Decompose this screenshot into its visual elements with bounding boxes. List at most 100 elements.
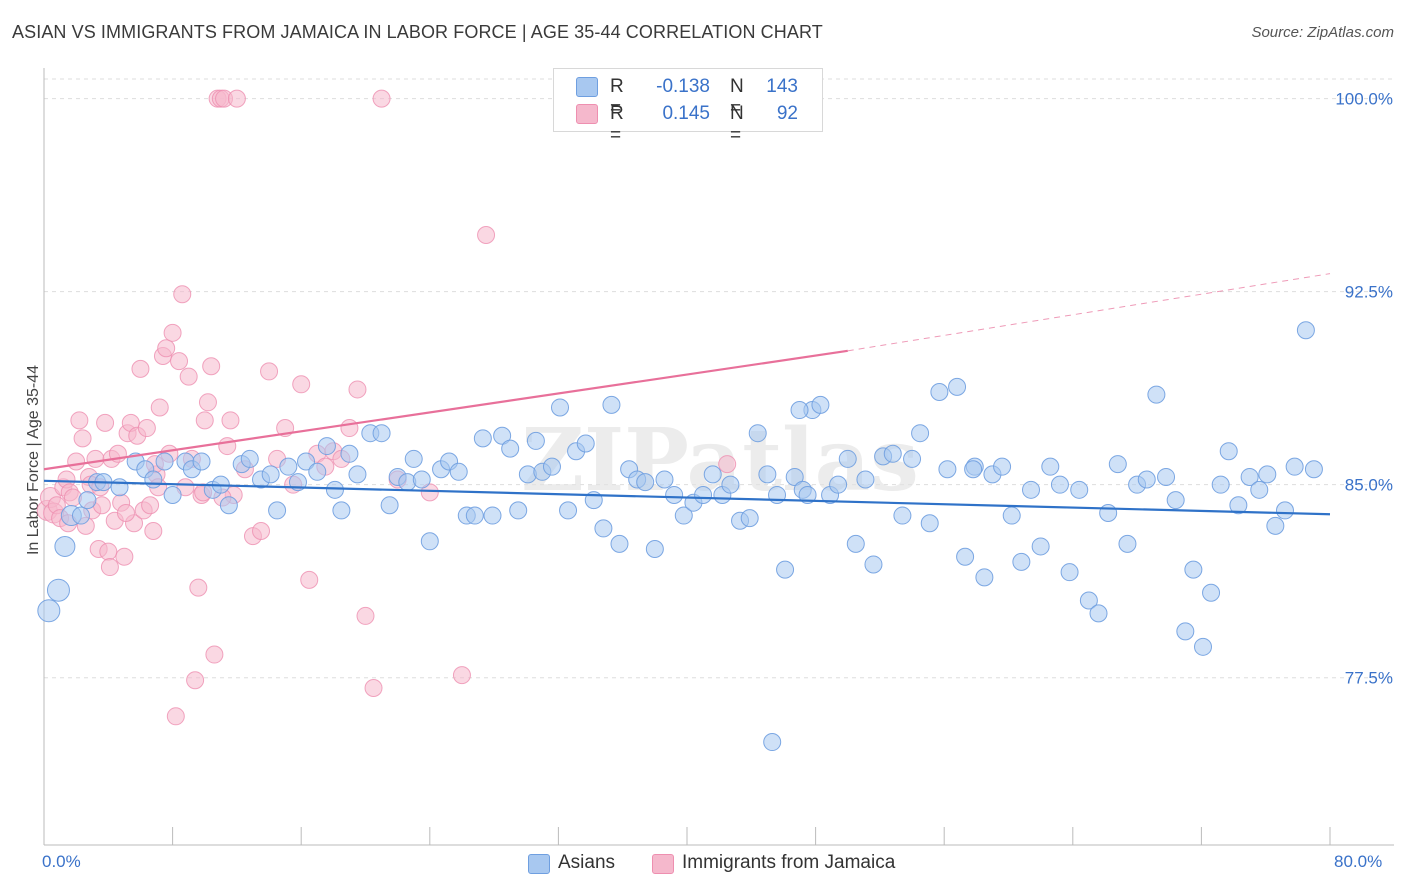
- asian-point: [526, 431, 545, 450]
- asian-point: [1157, 467, 1176, 486]
- asian-point: [1229, 496, 1248, 515]
- jamaica-point: [340, 419, 359, 438]
- bottom-legend-swatch-jamaica: [652, 854, 674, 874]
- legend-n-value: 92: [776, 103, 798, 124]
- asian-point: [449, 462, 468, 481]
- jamaica-point: [718, 455, 737, 474]
- asian-point: [1070, 480, 1089, 499]
- asian-point: [317, 437, 336, 456]
- legend-r-label: R =: [610, 103, 624, 146]
- legend: R = -0.138 N = 143 R = 0.145 N = 92: [553, 68, 823, 146]
- legend-n-label: N =: [730, 76, 744, 119]
- jamaica-point: [195, 411, 214, 430]
- asian-point: [956, 547, 975, 566]
- asian-point: [763, 733, 782, 752]
- asian-point: [37, 599, 61, 623]
- legend-n-value: 143: [766, 76, 798, 97]
- jamaica-point: [189, 578, 208, 597]
- jamaica-point: [166, 707, 185, 726]
- asian-point: [602, 395, 621, 414]
- legend-swatch-asians: [576, 77, 598, 97]
- jamaica-point: [260, 362, 279, 381]
- jamaica-point: [73, 429, 92, 448]
- asian-point: [110, 478, 129, 497]
- asian-point: [1266, 516, 1285, 535]
- asian-point: [665, 485, 684, 504]
- asian-point: [308, 462, 327, 481]
- jamaica-point: [131, 359, 150, 378]
- bottom-legend-swatch-asians: [528, 854, 550, 874]
- y-tick-label: 77.5%: [1345, 669, 1393, 688]
- jamaica-point: [86, 449, 105, 468]
- chart-title: ASIAN VS IMMIGRANTS FROM JAMAICA IN LABO…: [12, 22, 823, 42]
- asian-point: [483, 506, 502, 525]
- jamaica-point: [218, 437, 237, 456]
- asian-point: [740, 509, 759, 528]
- asian-point: [1211, 475, 1230, 494]
- x-tick-label-max: 80.0%: [1334, 852, 1383, 871]
- legend-r-value: -0.138: [656, 76, 710, 97]
- jamaica-point: [452, 666, 471, 685]
- asian-point: [46, 578, 70, 602]
- asian-point: [465, 506, 484, 525]
- asian-point: [348, 465, 367, 484]
- asian-point: [883, 444, 902, 463]
- asian-point: [594, 519, 613, 538]
- jamaica-point: [137, 419, 156, 438]
- y-tick-label: 100.0%: [1335, 90, 1393, 109]
- asian-point: [655, 470, 674, 489]
- asian-point: [297, 452, 316, 471]
- jamaica-point: [141, 496, 160, 515]
- asian-point: [1012, 552, 1031, 571]
- asian-point: [501, 439, 520, 458]
- jamaica-point: [179, 367, 198, 386]
- asian-point: [559, 501, 578, 520]
- asian-point: [964, 460, 983, 479]
- asian-point: [893, 506, 912, 525]
- asian-point: [645, 540, 664, 559]
- asian-point: [1250, 480, 1269, 499]
- asian-point: [404, 449, 423, 468]
- jamaica-point: [186, 671, 205, 690]
- asian-point: [1184, 560, 1203, 579]
- jamaica-point: [477, 226, 496, 245]
- asian-point: [412, 470, 431, 489]
- bottom-legend-label-asians: Asians: [558, 852, 616, 873]
- asian-point: [473, 429, 492, 448]
- asian-point: [1108, 455, 1127, 474]
- asian-point: [694, 485, 713, 504]
- asian-point: [1137, 470, 1156, 489]
- asian-point: [1296, 321, 1315, 340]
- jamaica-point: [100, 558, 119, 577]
- jamaica-point: [227, 89, 246, 108]
- asian-point: [864, 555, 883, 574]
- asian-point: [758, 465, 777, 484]
- asian-point: [798, 485, 817, 504]
- asian-point: [856, 470, 875, 489]
- asian-point: [1166, 491, 1185, 510]
- asian-point: [1002, 506, 1021, 525]
- asian-point: [1050, 475, 1069, 494]
- jamaica-point: [420, 483, 439, 502]
- jamaica-point: [372, 89, 391, 108]
- asian-trend-line: [43, 479, 1331, 516]
- asian-point: [78, 491, 97, 510]
- asian-point: [829, 475, 848, 494]
- jamaica-point: [96, 413, 115, 432]
- jamaica-point: [67, 452, 86, 471]
- asian-point: [1079, 591, 1098, 610]
- jamaica-point: [348, 380, 367, 399]
- asian-point: [811, 395, 830, 414]
- jamaica-point: [198, 393, 217, 412]
- jamaica-point: [170, 352, 189, 371]
- source-label: Source: ZipAtlas.com: [1251, 24, 1394, 41]
- y-tick-label: 92.5%: [1345, 283, 1393, 302]
- asian-point: [1194, 637, 1213, 656]
- asian-point: [776, 560, 795, 579]
- jamaica-point: [300, 570, 319, 589]
- asian-point: [372, 424, 391, 443]
- asian-point: [903, 449, 922, 468]
- jamaica-point: [99, 542, 118, 561]
- legend-r-label: R =: [610, 76, 624, 119]
